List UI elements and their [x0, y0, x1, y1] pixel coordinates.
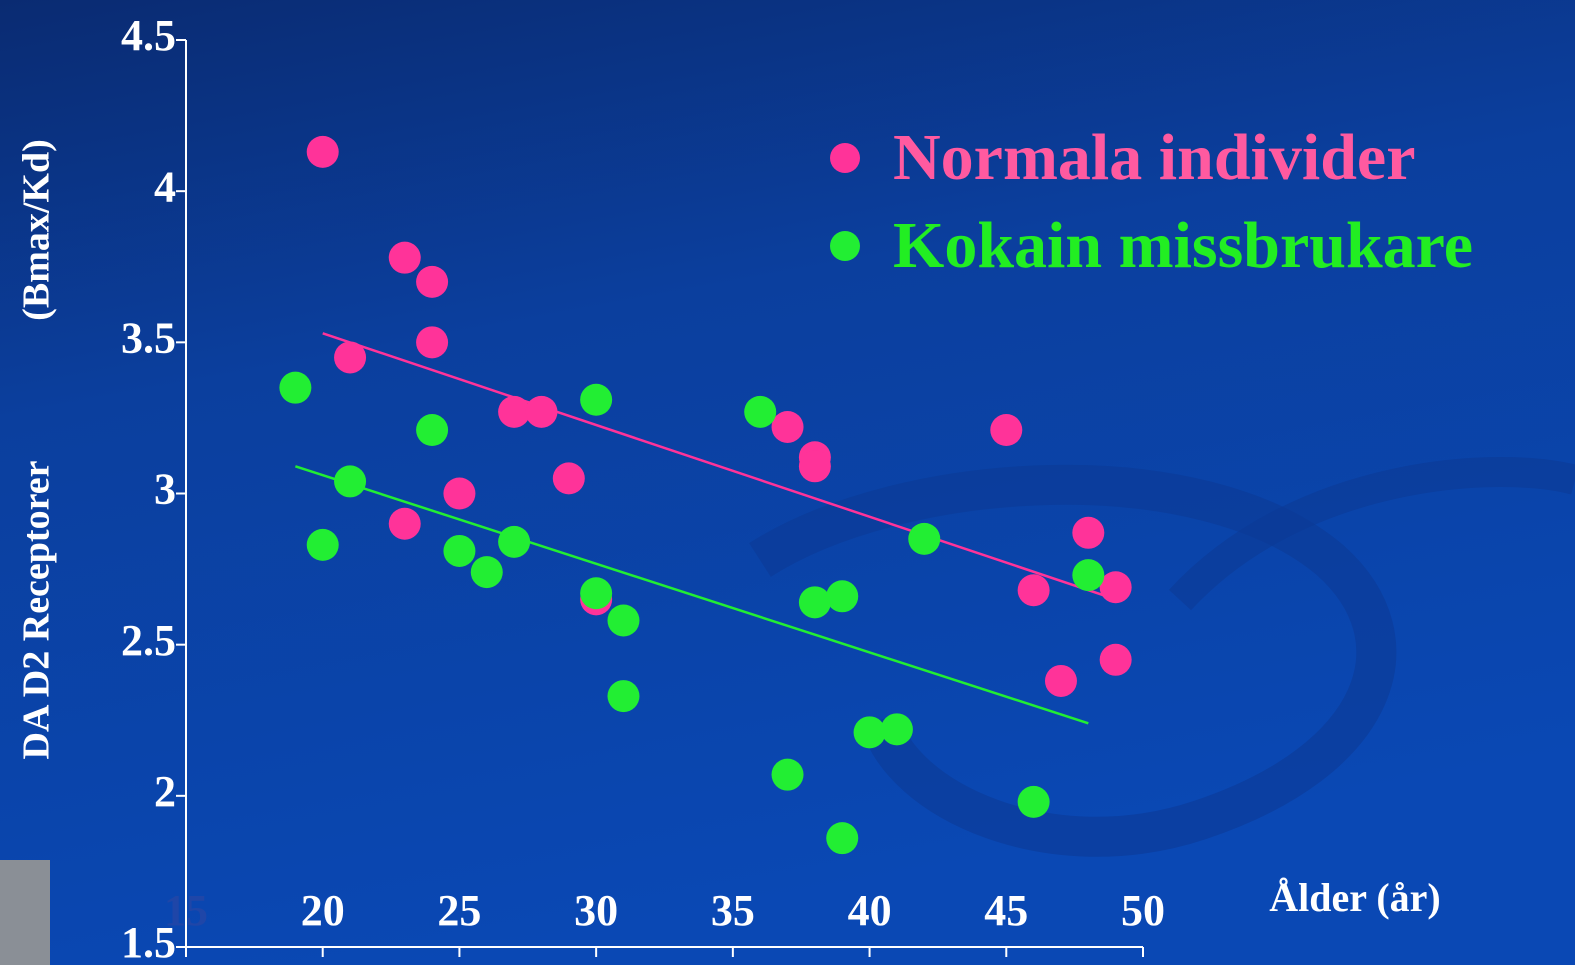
- point: [1044, 664, 1077, 697]
- y-tick-label: 2: [154, 767, 176, 816]
- point: [1072, 516, 1105, 549]
- point: [388, 507, 421, 540]
- point: [1072, 559, 1105, 592]
- x-tick-label: 25: [437, 886, 481, 935]
- point: [334, 465, 367, 498]
- point: [826, 822, 859, 855]
- point: [607, 604, 640, 637]
- plot: 1.5 2 2.5 3 3.5 4 4.5 15 20 25 30 35 40 45 50 Normala i…: [121, 11, 1473, 965]
- x-tick-label: 20: [301, 886, 345, 935]
- point: [470, 556, 503, 589]
- point: [1017, 785, 1050, 818]
- point: [334, 341, 367, 374]
- x-tick-label: 40: [848, 886, 892, 935]
- point: [580, 383, 613, 416]
- point: [771, 758, 804, 791]
- point: [826, 580, 859, 613]
- point: [388, 241, 421, 274]
- point: [580, 577, 613, 610]
- legend-marker: [830, 143, 860, 173]
- point: [880, 713, 913, 746]
- point: [853, 716, 886, 749]
- point: [306, 528, 339, 561]
- y-axis-label: (Bmax/Kd): [16, 139, 58, 321]
- y-axis-label: DA D2 Receptorer: [16, 460, 58, 759]
- x-tick-label: 50: [1121, 886, 1165, 935]
- point: [1099, 643, 1132, 676]
- y-tick-label: 4: [154, 162, 176, 211]
- point: [607, 680, 640, 713]
- point: [552, 462, 585, 495]
- point: [443, 477, 476, 510]
- y-tick-label: 2.5: [121, 616, 176, 665]
- y-tick-label: 3.5: [121, 313, 176, 362]
- trend-line: [322, 332, 1117, 601]
- point: [525, 395, 558, 428]
- point: [279, 371, 312, 404]
- point: [1099, 571, 1132, 604]
- point: [771, 410, 804, 443]
- x-tick-label: 15: [164, 886, 208, 935]
- point: [416, 265, 449, 298]
- trend-line: [294, 465, 1089, 725]
- point: [908, 522, 941, 555]
- x-tick-label: 35: [711, 886, 755, 935]
- legend-label: Normala individer: [893, 121, 1416, 194]
- y-tick-label: 1.5: [121, 918, 176, 965]
- point: [416, 326, 449, 359]
- legend-marker: [830, 231, 860, 261]
- legend-label: Kokain missbrukare: [893, 209, 1473, 282]
- point: [416, 414, 449, 447]
- point: [990, 414, 1023, 447]
- point: [798, 586, 831, 619]
- point: [744, 395, 777, 428]
- point: [798, 450, 831, 483]
- point: [498, 525, 531, 558]
- point: [306, 135, 339, 168]
- point: [498, 395, 531, 428]
- decoration: [1168, 457, 1575, 611]
- point: [443, 534, 476, 567]
- photo-fragment: [0, 860, 50, 965]
- y-tick-label: 3: [154, 465, 176, 514]
- x-axis-label: Ålder (år): [1269, 875, 1440, 920]
- point: [1017, 574, 1050, 607]
- x-tick-label: 45: [984, 886, 1028, 935]
- x-tick-label: 30: [574, 886, 618, 935]
- y-tick-label: 4.5: [121, 11, 176, 60]
- decoration: [749, 464, 1397, 857]
